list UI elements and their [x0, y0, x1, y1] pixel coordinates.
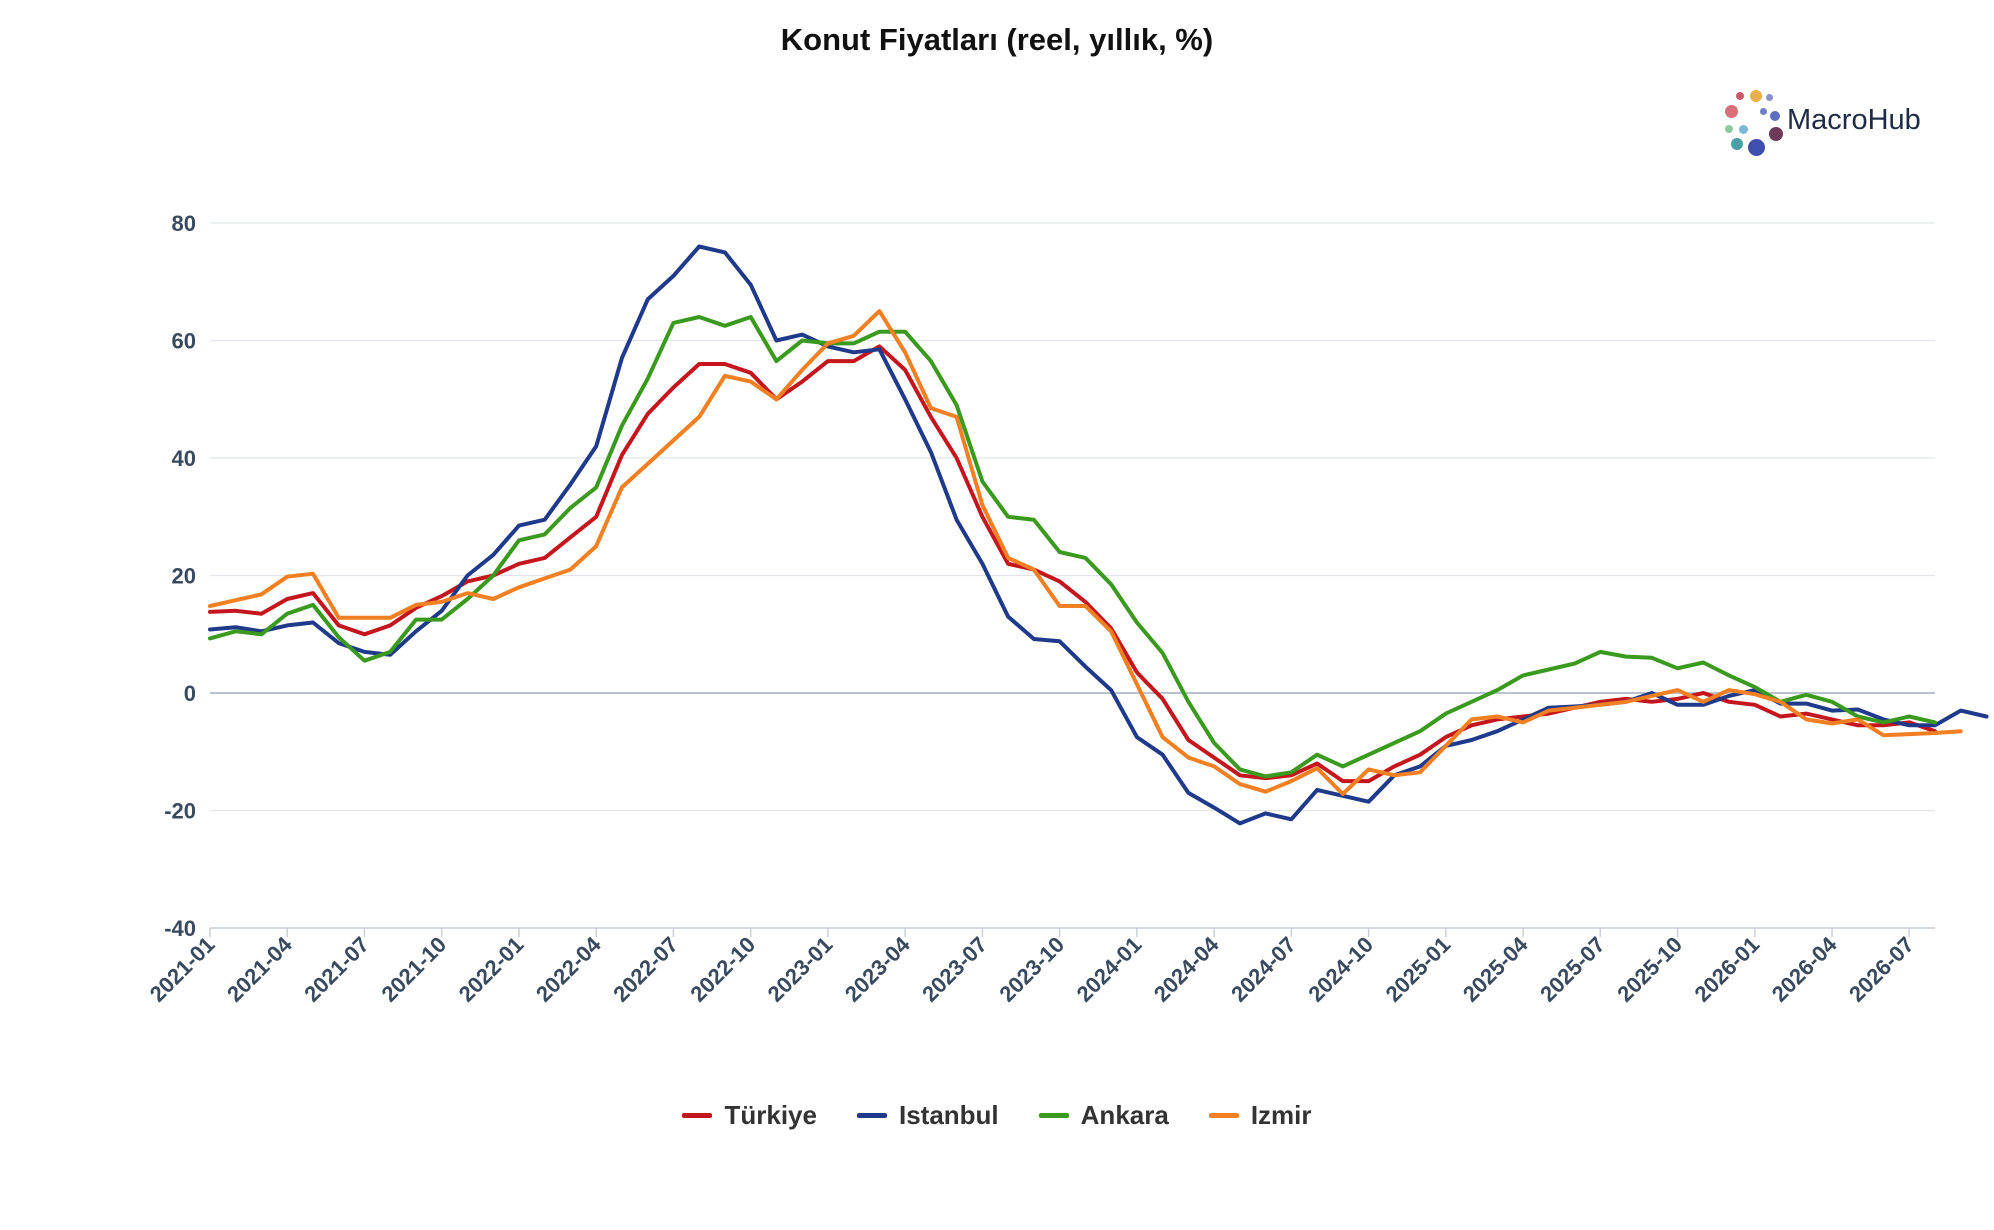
- x-tick-label: 2024-01: [1072, 932, 1147, 1007]
- y-tick-label: -20: [164, 799, 196, 824]
- x-tick-label: 2025-01: [1381, 932, 1456, 1007]
- y-tick-label: 80: [172, 211, 196, 236]
- logo-dot: [1769, 127, 1783, 141]
- logo-dot: [1725, 105, 1738, 118]
- logo-dot: [1731, 138, 1743, 150]
- legend: Türkiye Istanbul Ankara Izmir: [0, 1100, 1994, 1131]
- legend-label: Türkiye: [724, 1100, 817, 1130]
- logo-dot: [1736, 92, 1744, 100]
- x-tick-label: 2024-10: [1303, 932, 1378, 1007]
- chart-title: Konut Fiyatları (reel, yıllık, %): [780, 22, 1214, 57]
- x-tick-label: 2021-04: [222, 931, 297, 1006]
- logo-dot: [1750, 90, 1762, 102]
- y-tick-label: 40: [172, 446, 196, 471]
- x-tick-label: 2025-10: [1612, 932, 1687, 1007]
- x-tick-label: 2022-01: [454, 932, 529, 1007]
- legend-swatch: [1208, 1113, 1239, 1118]
- logo-dot: [1760, 108, 1767, 115]
- x-axis: 2021-01 2021-04 2021-07 2021-10 2022-01 2022-…: [145, 927, 1935, 1007]
- x-tick-label: 2021-07: [299, 932, 374, 1007]
- x-tick-label: 2021-01: [145, 932, 220, 1007]
- macrohub-logo: MacroHub: [1715, 84, 1945, 164]
- logo-dot: [1766, 94, 1773, 101]
- y-tick-label: -40: [164, 916, 196, 941]
- series-line-izmir: [208, 309, 1963, 796]
- x-tick-label: 2023-04: [840, 931, 915, 1006]
- x-tick-label: 2023-07: [917, 932, 992, 1007]
- legend-item[interactable]: Ankara: [1038, 1100, 1169, 1131]
- legend-item[interactable]: Istanbul: [856, 1100, 999, 1131]
- legend-label: Istanbul: [898, 1100, 999, 1130]
- logo-dot: [1725, 125, 1733, 133]
- x-tick-label: 2023-10: [994, 932, 1069, 1007]
- y-tick-label: 20: [172, 564, 196, 589]
- logo-dot: [1748, 139, 1765, 156]
- x-tick-label: 2026-01: [1690, 932, 1765, 1007]
- series-lines: [208, 244, 1989, 826]
- x-tick-label: 2022-07: [608, 932, 683, 1007]
- x-tick-label: 2024-04: [1149, 931, 1224, 1006]
- legend-item[interactable]: Türkiye: [682, 1100, 817, 1131]
- series-line-türkiye: [208, 344, 1937, 784]
- legend-label: Ankara: [1080, 1100, 1169, 1130]
- series-line-ankara: [208, 315, 1937, 779]
- y-tick-label: 0: [184, 681, 196, 706]
- y-axis-ticks: 80 60 40 20 0 -20 -40: [164, 211, 196, 941]
- legend-swatch: [1038, 1113, 1069, 1118]
- series-line-istanbul: [208, 244, 1989, 826]
- y-tick-label: 60: [172, 329, 196, 354]
- logo-text: MacroHub: [1787, 104, 1921, 136]
- x-tick-label: 2026-04: [1767, 931, 1842, 1006]
- legend-swatch: [856, 1113, 887, 1118]
- x-tick-label: 2025-07: [1535, 932, 1610, 1007]
- legend-swatch: [682, 1113, 713, 1118]
- legend-label: Izmir: [1250, 1100, 1312, 1130]
- x-tick-label: 2022-10: [685, 932, 760, 1007]
- logo-dot: [1739, 125, 1748, 134]
- x-tick-label: 2021-10: [376, 932, 451, 1007]
- x-tick-label: 2023-01: [763, 932, 838, 1007]
- x-tick-label: 2022-04: [531, 931, 606, 1006]
- x-tick-label: 2026-07: [1844, 932, 1919, 1007]
- x-tick-label: 2024-07: [1226, 932, 1301, 1007]
- logo-dot: [1770, 111, 1780, 121]
- x-tick-label: 2025-04: [1458, 931, 1533, 1006]
- legend-item[interactable]: Izmir: [1208, 1100, 1312, 1131]
